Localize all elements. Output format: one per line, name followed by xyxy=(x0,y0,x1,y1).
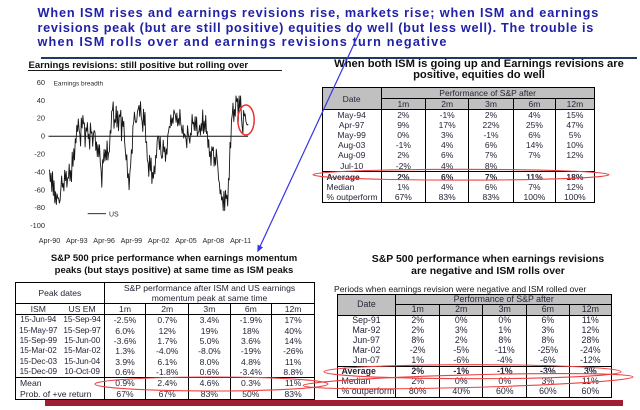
svg-text:0: 0 xyxy=(41,132,45,141)
svg-text:-40: -40 xyxy=(34,167,45,176)
svg-text:Apr-02: Apr-02 xyxy=(148,236,170,245)
svg-text:Apr-99: Apr-99 xyxy=(121,236,143,245)
svg-text:60: 60 xyxy=(37,78,45,87)
svg-text:Apr-90: Apr-90 xyxy=(39,236,61,245)
svg-text:40: 40 xyxy=(37,96,45,105)
svg-text:US: US xyxy=(109,211,119,218)
svg-text:Apr-08: Apr-08 xyxy=(203,236,225,245)
svg-text:-20: -20 xyxy=(34,150,45,159)
svg-text:Apr-11: Apr-11 xyxy=(230,236,251,245)
svg-text:-80: -80 xyxy=(34,203,45,212)
svg-text:Apr-05: Apr-05 xyxy=(175,236,197,245)
svg-text:-60: -60 xyxy=(34,185,45,194)
svg-text:Earnings breadth: Earnings breadth xyxy=(54,81,104,88)
svg-text:-100: -100 xyxy=(30,221,45,230)
svg-text:20: 20 xyxy=(37,114,45,123)
svg-text:Apr-96: Apr-96 xyxy=(93,236,115,245)
svg-text:Apr-93: Apr-93 xyxy=(66,236,88,245)
